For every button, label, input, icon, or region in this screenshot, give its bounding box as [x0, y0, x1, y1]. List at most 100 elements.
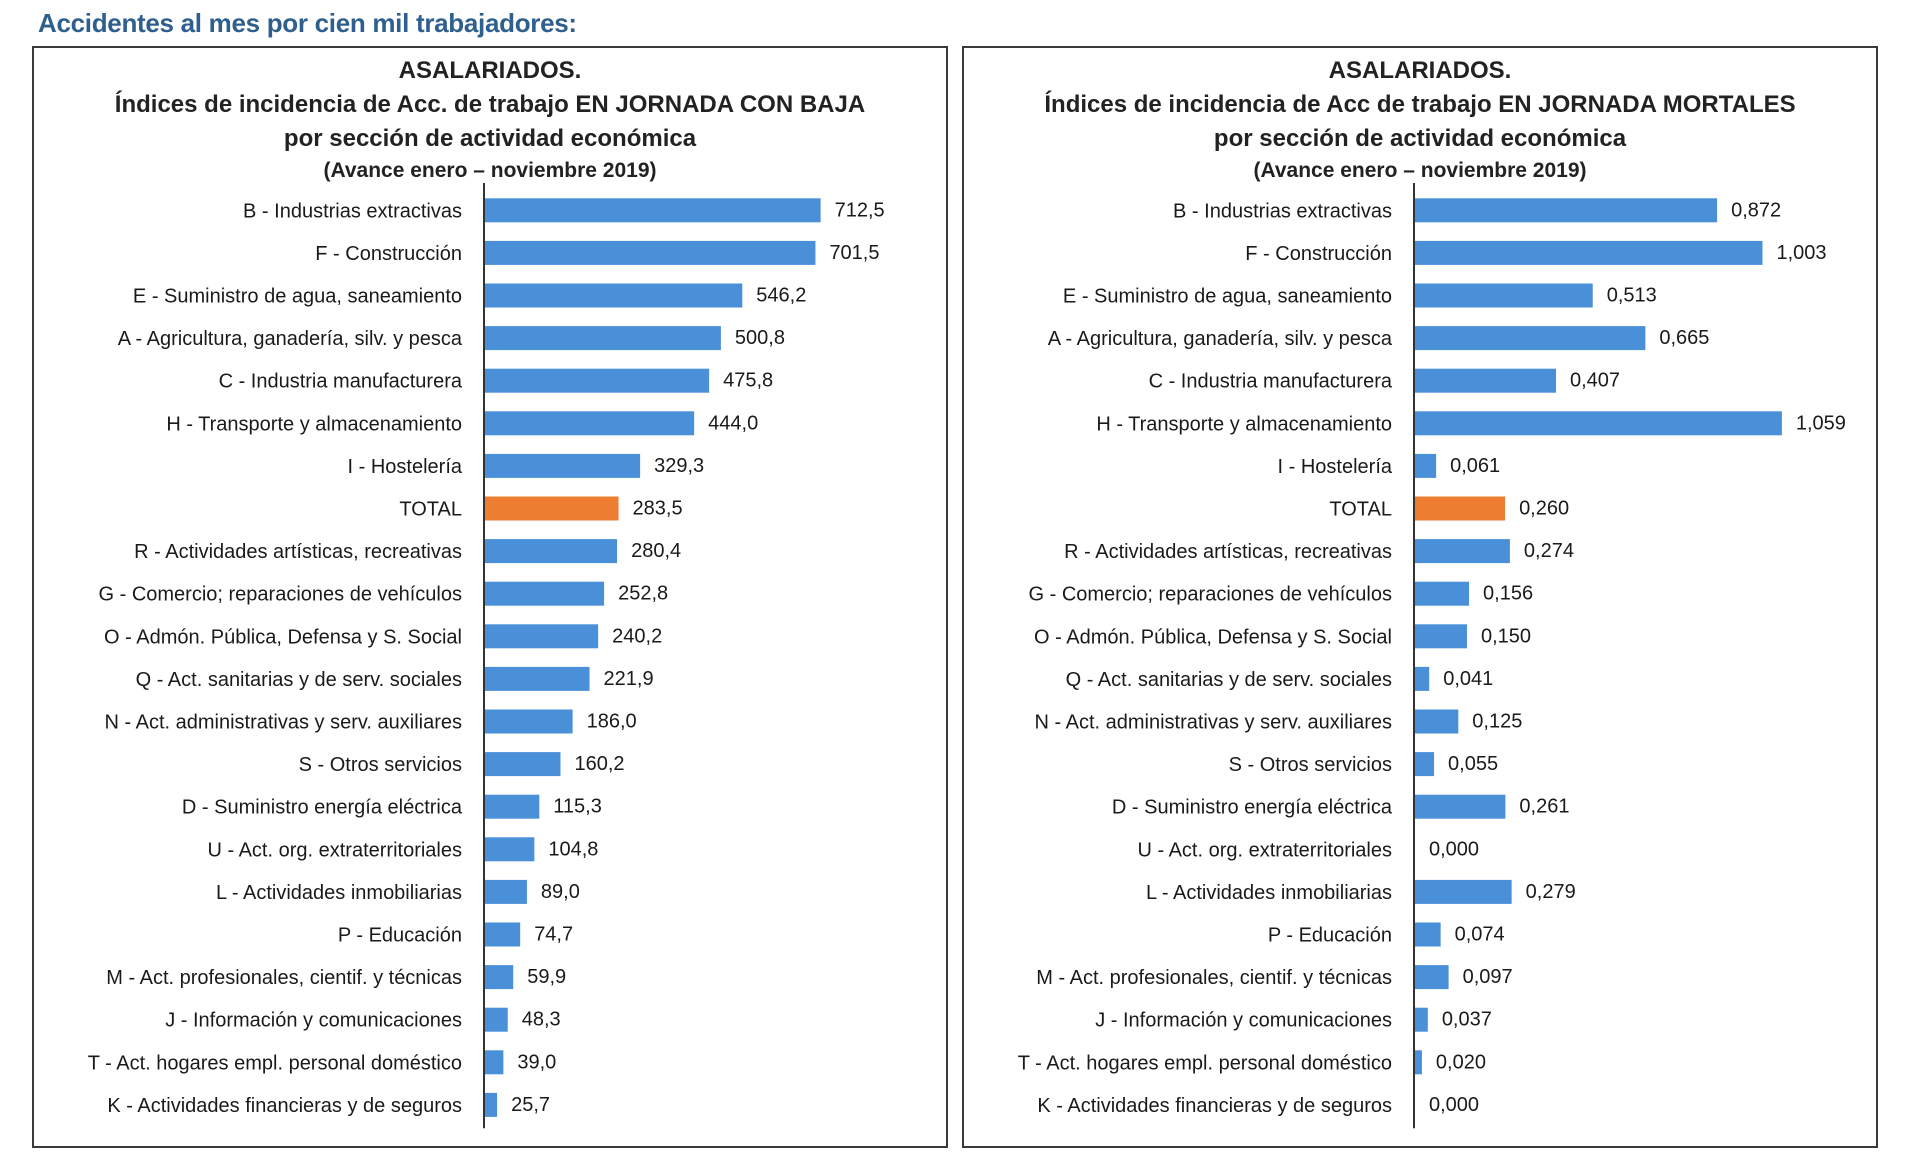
- category-label: J - Información y comunicaciones: [165, 1010, 462, 1032]
- bar-total: [1415, 496, 1506, 521]
- data-label: 0,055: [1448, 753, 1498, 775]
- data-label: 240,2: [612, 625, 662, 647]
- bar: [1415, 922, 1441, 947]
- bar: [1415, 624, 1467, 649]
- category-label: P - Educación: [1268, 925, 1392, 947]
- bar: [485, 879, 527, 904]
- category-label: G - Comercio; reparaciones de vehículos: [1029, 584, 1393, 606]
- chart-title: ASALARIADOS.: [1328, 57, 1512, 84]
- category-label: Q - Act. sanitarias y de serv. sociales: [1066, 669, 1392, 691]
- data-label: 701,5: [829, 242, 879, 264]
- category-label: Q - Act. sanitarias y de serv. sociales: [136, 669, 462, 691]
- data-label: 0,020: [1436, 1051, 1486, 1073]
- data-label: 444,0: [708, 412, 758, 434]
- data-label: 0,279: [1526, 881, 1576, 903]
- category-label: I - Hostelería: [348, 456, 463, 478]
- bar: [1415, 879, 1512, 904]
- category-label: O - Admón. Pública, Defensa y S. Social: [1034, 626, 1392, 648]
- bar: [485, 752, 561, 777]
- data-label: 0,407: [1570, 370, 1620, 392]
- data-label: 0,061: [1450, 455, 1500, 477]
- bar: [485, 965, 514, 990]
- data-label: 1,059: [1796, 412, 1846, 434]
- data-label: 115,3: [553, 796, 602, 818]
- data-label: 0,000: [1429, 838, 1479, 860]
- data-label: 0,156: [1483, 583, 1533, 605]
- bar: [1415, 411, 1782, 436]
- category-label: A - Agricultura, ganadería, silv. y pesc…: [118, 328, 463, 350]
- chart-title-line3: por sección de actividad económica: [1213, 125, 1627, 152]
- data-label: 0,872: [1731, 199, 1781, 221]
- bar-chart-con-baja: B - Industrias extractivas 712,5 F - Const…: [88, 183, 885, 1129]
- chart-subtitle: (Avance enero – noviembre 2019): [1253, 159, 1587, 182]
- data-label: 546,2: [756, 285, 806, 307]
- category-label: E - Suministro de agua, saneamiento: [1063, 286, 1392, 308]
- bar: [485, 453, 641, 478]
- category-label: I - Hostelería: [1278, 456, 1393, 478]
- chart-panel-mortales: ASALARIADOS. Índices de incidencia de Ac…: [962, 46, 1878, 1148]
- bar: [485, 1050, 504, 1075]
- bar: [485, 837, 535, 862]
- category-label: C - Industria manufacturera: [219, 371, 463, 393]
- category-label: N - Act. administrativas y serv. auxilia…: [104, 712, 462, 734]
- data-label: 0,041: [1443, 668, 1493, 690]
- category-label: F - Construcción: [315, 243, 462, 265]
- category-label: S - Otros servicios: [1229, 754, 1392, 776]
- category-label: K - Actividades financieras y de seguros: [107, 1095, 462, 1117]
- category-label: T - Act. hogares empl. personal doméstic…: [88, 1052, 462, 1074]
- data-label: 252,8: [618, 583, 668, 605]
- bar: [485, 368, 710, 393]
- chart-subtitle: (Avance enero – noviembre 2019): [323, 159, 657, 182]
- data-label: 0,000: [1429, 1094, 1479, 1116]
- bar: [485, 709, 573, 734]
- category-label: F - Construcción: [1245, 243, 1392, 265]
- bar: [485, 539, 618, 564]
- category-label: S - Otros servicios: [299, 754, 462, 776]
- data-label: 0,150: [1481, 625, 1531, 647]
- bar: [1415, 326, 1646, 351]
- data-label: 221,9: [604, 668, 654, 690]
- category-label: L - Actividades inmobiliarias: [216, 882, 462, 904]
- category-label: H - Transporte y almacenamiento: [166, 413, 462, 435]
- data-label: 48,3: [522, 1009, 561, 1031]
- data-label: 0,513: [1607, 285, 1657, 307]
- data-label: 59,9: [527, 966, 566, 988]
- bar: [485, 581, 605, 606]
- data-label: 0,665: [1659, 327, 1709, 349]
- data-label: 1,003: [1776, 242, 1826, 264]
- bar: [485, 666, 590, 691]
- category-label: M - Act. profesionales, cientif. y técni…: [106, 967, 462, 989]
- category-label: O - Admón. Pública, Defensa y S. Social: [104, 626, 462, 648]
- chart-title-line3: por sección de actividad económica: [283, 125, 697, 152]
- data-label: 475,8: [723, 370, 773, 392]
- category-label: N - Act. administrativas y serv. auxilia…: [1034, 712, 1392, 734]
- data-label: 0,074: [1455, 924, 1505, 946]
- bar: [485, 922, 521, 947]
- data-label: 500,8: [735, 327, 785, 349]
- category-label: K - Actividades financieras y de seguros: [1037, 1095, 1392, 1117]
- data-label: 160,2: [574, 753, 624, 775]
- category-label: TOTAL: [399, 499, 462, 521]
- chart-title-line2: Índices de incidencia de Acc de trabajo …: [1044, 91, 1796, 118]
- data-label: 280,4: [631, 540, 681, 562]
- chart-title-block: ASALARIADOS. Índices de incidencia de Ac…: [964, 54, 1876, 186]
- page-heading: Accidentes al mes por cien mil trabajado…: [38, 8, 577, 38]
- bar: [1415, 581, 1470, 606]
- data-label: 283,5: [633, 498, 683, 520]
- bar: [1415, 368, 1556, 393]
- category-label: L - Actividades inmobiliarias: [1146, 882, 1392, 904]
- bar: [485, 1092, 498, 1117]
- category-label: U - Act. org. extraterritoriales: [207, 839, 462, 861]
- data-label: 89,0: [541, 881, 580, 903]
- bar: [1415, 283, 1593, 308]
- bar: [485, 283, 743, 308]
- category-label: G - Comercio; reparaciones de vehículos: [99, 584, 463, 606]
- chart-panel-con-baja: ASALARIADOS. Índices de incidencia de Ac…: [32, 46, 948, 1148]
- category-label: B - Industrias extractivas: [1173, 200, 1392, 222]
- data-label: 712,5: [835, 199, 885, 221]
- bar: [485, 198, 821, 223]
- bar: [485, 624, 599, 649]
- category-label: A - Agricultura, ganadería, silv. y pesc…: [1048, 328, 1393, 350]
- data-label: 25,7: [511, 1094, 550, 1116]
- bar: [1415, 666, 1430, 691]
